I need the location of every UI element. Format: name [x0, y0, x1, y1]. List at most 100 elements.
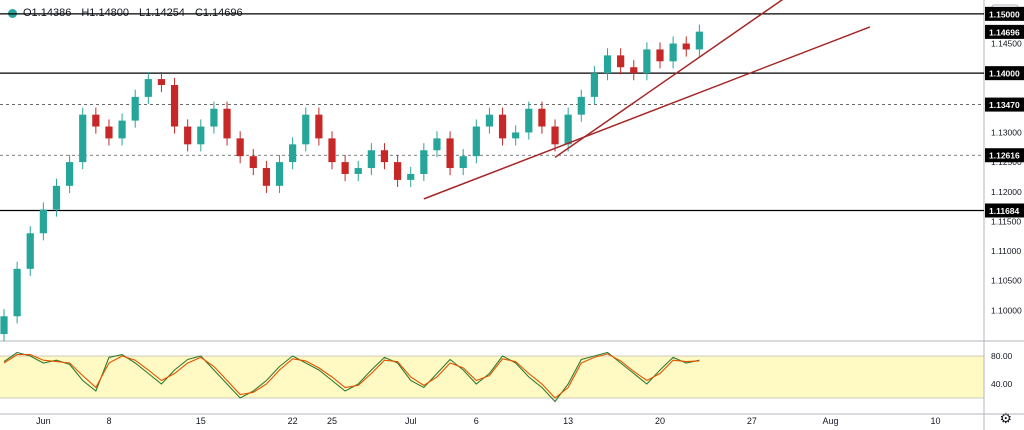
stoch-y-tick-label: 80.00 — [991, 351, 1013, 361]
candle-body — [157, 79, 166, 86]
candle-body — [643, 49, 651, 74]
x-tick-label: 25 — [327, 416, 337, 426]
candle-body — [341, 162, 349, 174]
y-tick-label: 1.10000 — [991, 305, 1022, 315]
candle-body — [170, 85, 179, 127]
candle-body — [407, 173, 415, 180]
open-value: O1.14386 — [23, 7, 72, 19]
x-tick-label: 20 — [655, 416, 665, 426]
x-tick-label: 6 — [474, 416, 479, 426]
level-price-tag — [985, 203, 1024, 218]
level-price-label: 1.11684 — [989, 206, 1020, 216]
candle-body — [92, 114, 100, 127]
trendline — [423, 26, 871, 200]
x-tick-label: Aug — [823, 416, 839, 426]
y-tick-label: 1.10500 — [991, 276, 1022, 286]
level-price-tag — [985, 66, 1024, 81]
x-tick-label: Jun — [36, 416, 51, 426]
candle-body — [656, 49, 664, 62]
candle-body — [328, 138, 336, 163]
candle-body — [682, 43, 690, 50]
candle-body — [446, 138, 454, 169]
stoch-y-tick-label: 40.00 — [991, 379, 1013, 389]
candle-body — [564, 114, 572, 145]
candle-body — [315, 114, 323, 139]
candle-body — [0, 316, 8, 335]
high-value: H1.14800 — [81, 7, 130, 19]
trendline — [554, 0, 784, 158]
candle-body — [65, 162, 74, 186]
candle-body — [590, 73, 599, 97]
stoch-k-line — [3, 351, 700, 403]
candle-body — [249, 156, 257, 169]
x-tick-label: Jul — [405, 416, 417, 426]
x-tick-label: 22 — [288, 416, 298, 426]
candle-body — [603, 55, 612, 74]
candle-body — [210, 108, 218, 127]
candle-body — [380, 150, 389, 163]
candle-body — [630, 67, 638, 74]
candle-body — [262, 168, 271, 186]
x-tick-label: 8 — [106, 416, 111, 426]
candle-body — [275, 162, 284, 186]
candle-body — [118, 120, 126, 139]
level-price-label: 1.12616 — [989, 151, 1020, 161]
level-price-label: 1.15000 — [989, 9, 1020, 19]
y-tick-label: 1.12000 — [991, 187, 1022, 197]
level-price-tag — [985, 97, 1024, 112]
ohlc-legend: O1.14386 H1.14800 L1.14254 C1.14696 — [8, 7, 247, 19]
candle-body — [52, 185, 61, 210]
close-value: C1.14696 — [194, 7, 243, 19]
candle-body — [223, 108, 231, 139]
x-tick-label: 10 — [931, 416, 941, 426]
candle-body — [525, 108, 533, 133]
x-tick-label: 27 — [747, 416, 757, 426]
candle-body — [459, 156, 467, 169]
x-tick-label: 15 — [196, 416, 206, 426]
candle-body — [551, 126, 559, 145]
candle-body — [26, 233, 34, 269]
level-price-label: 1.13470 — [989, 100, 1020, 110]
level-price-tag — [985, 24, 1024, 39]
candle-body — [367, 150, 375, 169]
candle-body — [472, 126, 480, 157]
candle-body — [669, 43, 677, 62]
candle-body — [498, 114, 507, 139]
stoch-d-line — [3, 353, 700, 399]
candle-body — [105, 126, 113, 139]
candle-body — [433, 138, 441, 151]
candle-body — [512, 132, 520, 139]
low-value: L1.14254 — [139, 7, 185, 19]
level-price-tag — [985, 6, 1024, 21]
y-tick-label: 1.11000 — [991, 246, 1021, 256]
candle-body — [79, 114, 87, 163]
level-price-tag — [985, 148, 1024, 163]
candle-body — [354, 168, 362, 174]
candle-body — [184, 126, 192, 145]
y-tick-label: 1.11500 — [991, 216, 1021, 226]
candle-body — [420, 150, 428, 174]
level-price-label: 1.14000 — [989, 69, 1020, 79]
candle-body — [617, 55, 625, 68]
candle-body — [13, 268, 21, 317]
candle-body — [485, 114, 494, 127]
level-price-label: 1.14696 — [989, 27, 1020, 37]
candle-body — [695, 31, 703, 50]
candle-body — [538, 108, 546, 127]
y-tick-label: 1.13000 — [991, 127, 1022, 137]
y-tick-label: 1.14500 — [991, 39, 1022, 49]
candle-body — [393, 162, 402, 180]
candle-body — [289, 144, 297, 163]
candle-body — [577, 96, 585, 115]
candle-body — [302, 114, 310, 145]
candle-body — [144, 79, 152, 97]
candle-body — [39, 209, 47, 234]
stoch-overbought-band — [0, 356, 984, 398]
candle-body — [236, 138, 244, 157]
candle-body — [197, 126, 205, 145]
x-tick-label: 13 — [563, 416, 573, 426]
market-status-icon — [8, 8, 17, 18]
candle-body — [131, 96, 139, 121]
